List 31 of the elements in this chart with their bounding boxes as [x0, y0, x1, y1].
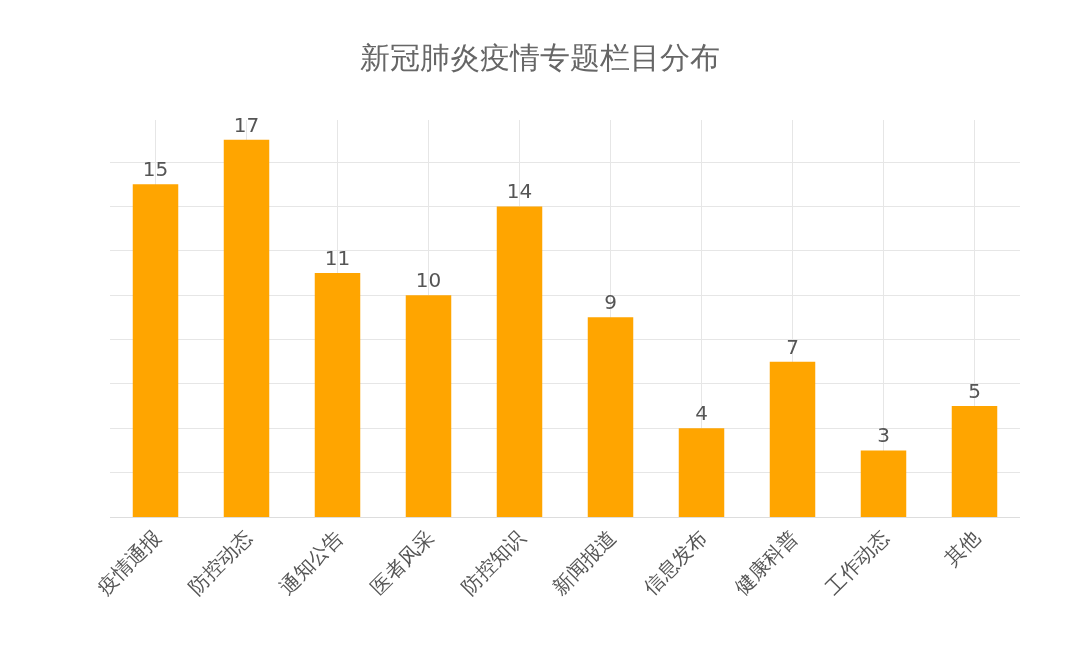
chart-title: 新冠肺炎疫情专题栏目分布: [360, 39, 720, 75]
data-label: 15: [142, 157, 169, 182]
bar: [132, 184, 179, 517]
data-label: 7: [786, 334, 799, 359]
x-tick-label: 防控动态: [183, 525, 258, 600]
data-label: 10: [415, 268, 442, 293]
x-tick-label: 通知公告: [274, 525, 349, 600]
x-tick-label: 防控知识: [456, 525, 531, 600]
data-label: 9: [604, 290, 617, 315]
data-label: 17: [233, 112, 260, 137]
x-tick-label: 健康科普: [729, 525, 804, 600]
bar: [860, 450, 907, 517]
data-label: 3: [877, 423, 890, 448]
x-tick-label: 疫情通报: [92, 525, 167, 600]
bar: [496, 206, 543, 517]
bar: [769, 361, 816, 517]
bar: [587, 317, 634, 517]
data-label: 5: [968, 379, 981, 404]
x-tick-label: 新闻报道: [547, 525, 622, 600]
bar: [951, 406, 998, 517]
bar: [223, 139, 270, 517]
x-tick-label: 医者风采: [365, 525, 440, 600]
x-tick-label: 工作动态: [820, 525, 895, 600]
x-tick-label: 其他: [939, 525, 986, 571]
bar: [678, 428, 725, 517]
bar: [405, 295, 452, 517]
data-label: 4: [695, 401, 708, 426]
data-label: 11: [324, 245, 351, 270]
data-label: 14: [506, 179, 533, 204]
x-tick-label: 信息发布: [638, 525, 713, 600]
bar: [314, 272, 361, 517]
